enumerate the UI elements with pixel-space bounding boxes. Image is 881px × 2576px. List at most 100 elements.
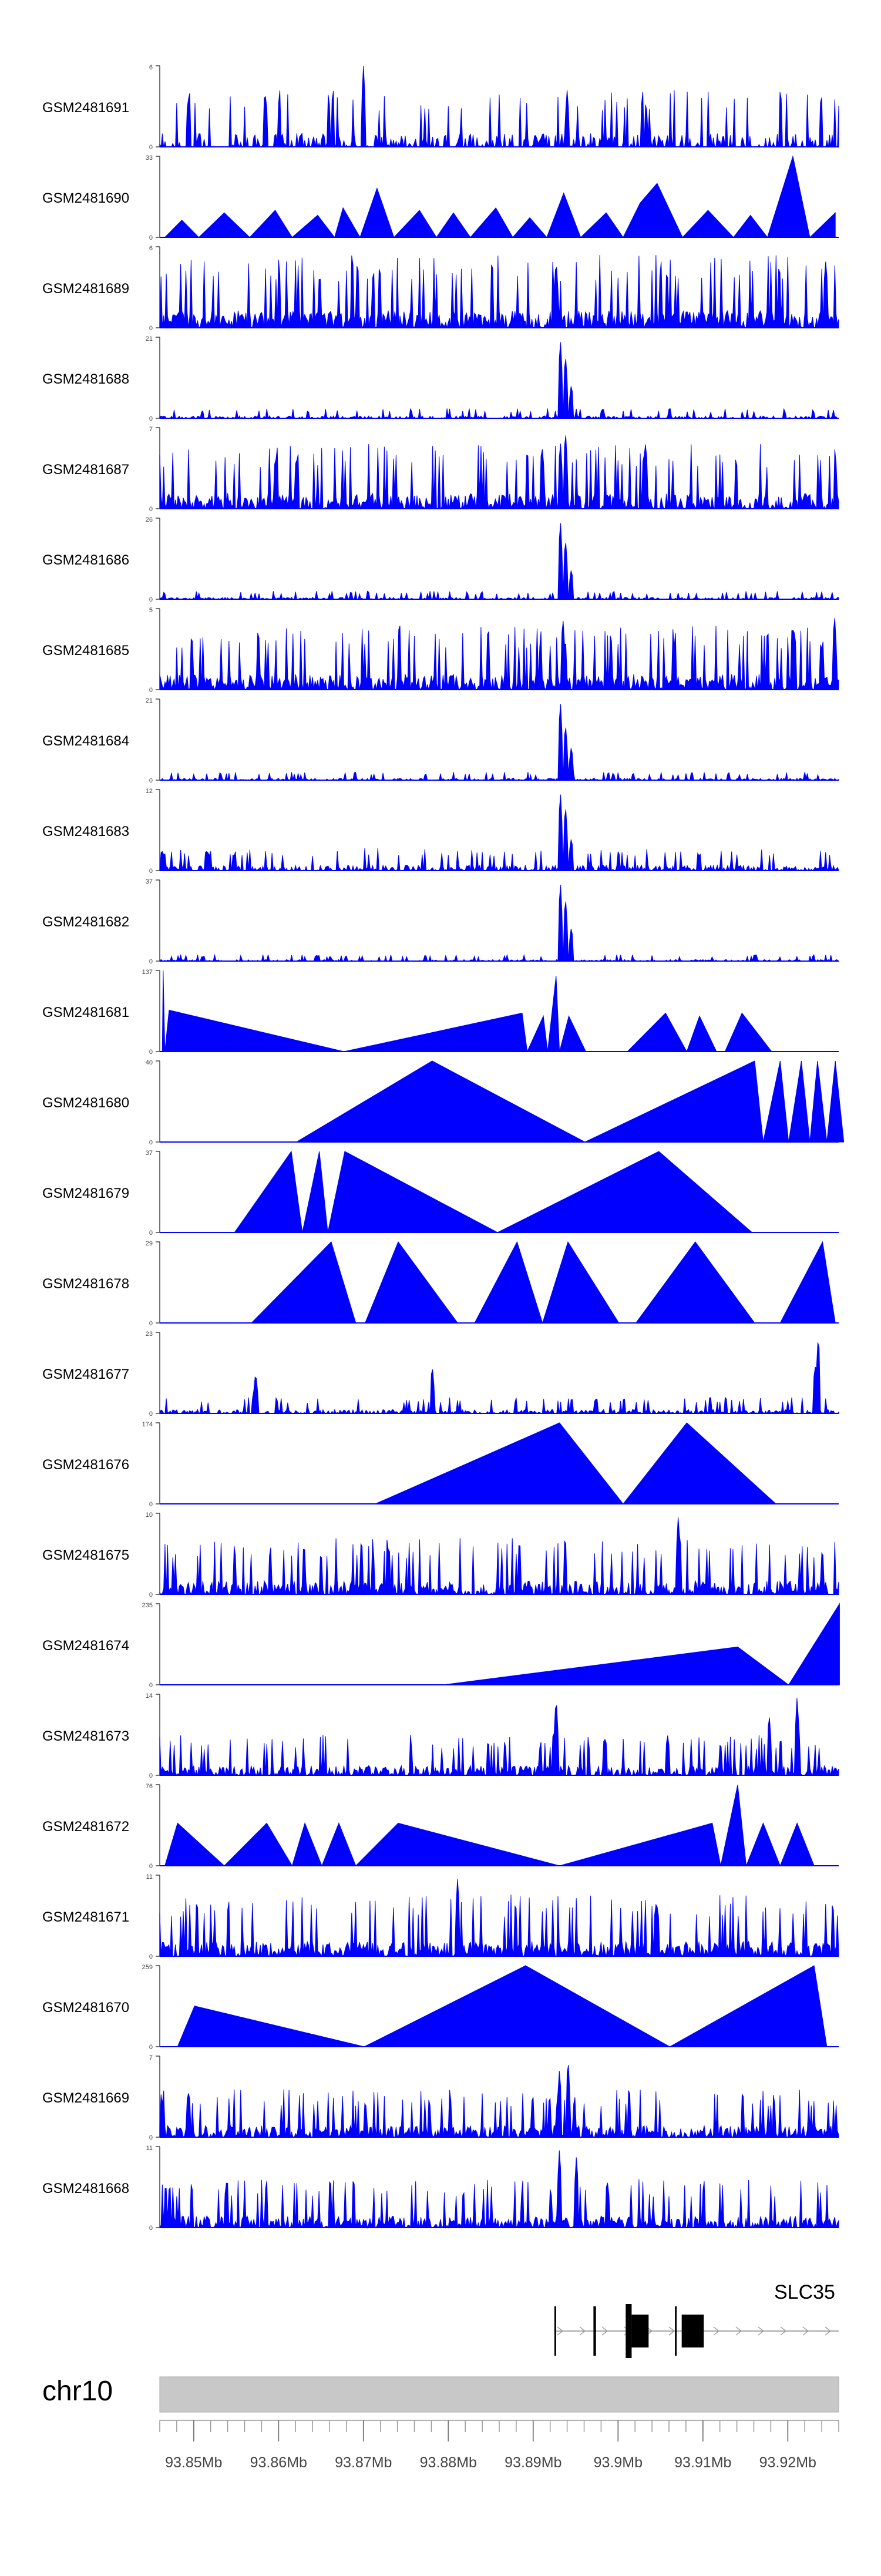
coverage-area [164, 1784, 815, 1867]
y-tick-label-zero: 0 [149, 777, 153, 784]
coverage-area [443, 1603, 840, 1685]
strand-arrow [780, 2326, 787, 2336]
y-tick-label-max: 6 [149, 245, 153, 252]
track-label: GSM2481672 [42, 1819, 129, 1835]
track-label: GSM2481674 [42, 1638, 129, 1654]
y-tick-label-zero: 0 [149, 596, 153, 603]
track-label: GSM2481668 [42, 2181, 129, 2197]
y-tick-label-zero: 0 [149, 415, 153, 422]
chromosome-band [159, 2376, 839, 2413]
coverage-area [159, 2065, 839, 2138]
coverage-area [159, 65, 839, 148]
strand-arrow [713, 2326, 720, 2336]
strand-arrow [579, 2326, 586, 2336]
y-tick-label-max: 21 [146, 697, 153, 704]
strand-arrow [557, 2326, 564, 2336]
coverage-area [164, 155, 836, 239]
y-tick-label-zero: 0 [149, 1501, 153, 1508]
coverage-area [177, 1965, 828, 2047]
y-tick-label-zero: 0 [149, 506, 153, 513]
y-tick-label-zero: 0 [149, 325, 153, 332]
x-tick-label: 93.9Mb [594, 2454, 643, 2471]
gene-exon [554, 2306, 556, 2356]
y-tick-label-max: 14 [146, 1692, 153, 1700]
strand-arrow [601, 2326, 608, 2336]
strand-arrow [735, 2326, 742, 2336]
track-label: GSM2481682 [42, 914, 129, 930]
y-tick-label-zero: 0 [149, 868, 153, 875]
y-tick-label-max: 5 [149, 607, 153, 614]
y-tick-label-zero: 0 [149, 1230, 153, 1237]
gene-label: SLC35 [774, 2281, 835, 2303]
gene-exon [681, 2315, 704, 2347]
y-tick-label-max: 12 [146, 788, 153, 795]
y-tick-label-zero: 0 [149, 1682, 153, 1689]
gene-track: SLC35 [554, 2281, 839, 2358]
y-tick-label-zero: 0 [149, 2044, 153, 2051]
x-tick-label: 93.92Mb [759, 2454, 816, 2471]
track-GSM2481673: GSM2481673 14 0 [42, 1692, 839, 1779]
y-tick-label-max: 137 [142, 969, 153, 976]
y-tick-label-max: 6 [149, 64, 153, 71]
y-tick-label-zero: 0 [149, 1863, 153, 1870]
track-label: GSM2481686 [42, 552, 129, 568]
track-GSM2481682: GSM2481682 37 0 [42, 878, 840, 965]
y-tick-label-max: 174 [142, 1421, 153, 1428]
x-tick-label: 93.91Mb [674, 2454, 731, 2471]
y-tick-label-zero: 0 [149, 687, 153, 694]
track-GSM2481689: GSM2481689 6 0 [42, 245, 839, 332]
y-tick-label-max: 76 [146, 1783, 153, 1790]
coverage-area [159, 1879, 839, 1957]
track-label: GSM2481690 [42, 190, 129, 206]
track-GSM2481681: GSM2481681 137 0 [42, 969, 839, 1056]
y-tick-label-zero: 0 [149, 144, 153, 151]
track-GSM2481688: GSM2481688 21 0 [42, 335, 839, 422]
track-GSM2481678: GSM2481678 29 0 [42, 1240, 839, 1327]
track-label: GSM2481679 [42, 1185, 129, 1201]
track-GSM2481677: GSM2481677 23 0 [42, 1331, 839, 1418]
track-label: GSM2481683 [42, 824, 129, 839]
track-label: GSM2481680 [42, 1095, 129, 1111]
y-tick-label-max: 29 [146, 1240, 153, 1247]
track-label: GSM2481691 [42, 100, 129, 116]
x-tick-label: 93.86Mb [250, 2454, 307, 2471]
track-label: GSM2481676 [42, 1457, 129, 1473]
coverage-area [159, 885, 840, 962]
track-GSM2481691: GSM2481691 6 0 [42, 64, 839, 151]
y-tick-label-zero: 0 [149, 2134, 153, 2141]
strand-arrow [825, 2326, 832, 2336]
track-GSM2481669: GSM2481669 7 0 [42, 2054, 839, 2141]
track-label: GSM2481681 [42, 1005, 129, 1020]
coverage-area [250, 1241, 836, 1324]
track-GSM2481686: GSM2481686 26 0 [42, 516, 839, 603]
track-GSM2481676: GSM2481676 174 0 [42, 1421, 839, 1508]
track-GSM2481687: GSM2481687 7 0 [42, 426, 839, 513]
y-tick-label-max: 11 [146, 1873, 153, 1880]
coverage-area [159, 1342, 839, 1415]
track-label: GSM2481675 [42, 1547, 129, 1563]
x-tick-label: 93.89Mb [505, 2454, 561, 2471]
y-tick-label-max: 235 [142, 1602, 153, 1609]
y-tick-label-zero: 0 [149, 1049, 153, 1056]
coverage-area [234, 1150, 753, 1233]
track-label: GSM2481670 [42, 2000, 129, 2016]
y-tick-label-max: 40 [146, 1059, 153, 1066]
x-tick-label: 93.85Mb [165, 2454, 222, 2471]
track-GSM2481674: GSM2481674 235 0 [42, 1602, 840, 1689]
track-GSM2481671: GSM2481671 11 0 [42, 1873, 839, 1960]
y-tick-label-max: 259 [142, 1964, 153, 1971]
data-tracks: GSM248169160GSM2481690330GSM248168960GSM… [42, 64, 845, 2232]
gene-exon [675, 2306, 677, 2356]
y-tick-label-zero: 0 [149, 1410, 153, 1418]
gene-exon [631, 2315, 649, 2347]
x-tick-label: 93.87Mb [335, 2454, 392, 2471]
track-GSM2481672: GSM2481672 76 0 [42, 1783, 839, 1870]
track-GSM2481668: GSM2481668 11 0 [42, 2145, 839, 2232]
coverage-area [375, 1422, 777, 1504]
track-label: GSM2481684 [42, 733, 129, 749]
gene-exon [626, 2304, 632, 2358]
ideogram-axis: chr10 93.85Mb 93.86Mb 93.87Mb 93.88Mb 93.89M… [42, 2376, 839, 2471]
track-GSM2481679: GSM2481679 37 0 [42, 1150, 839, 1237]
track-label: GSM2481685 [42, 643, 129, 659]
track-label: GSM2481669 [42, 2090, 129, 2106]
